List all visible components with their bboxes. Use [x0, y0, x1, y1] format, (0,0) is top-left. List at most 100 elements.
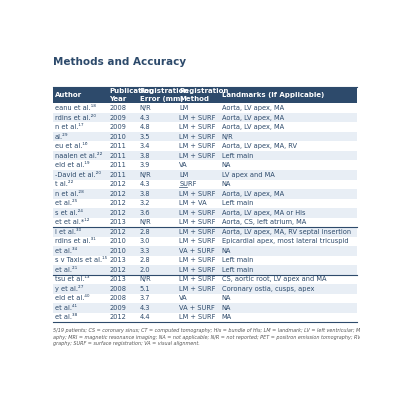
Text: eanu et al.¹⁸: eanu et al.¹⁸: [55, 105, 96, 111]
FancyBboxPatch shape: [53, 132, 357, 142]
Text: LM + SURF: LM + SURF: [179, 210, 216, 216]
Text: 4.8: 4.8: [140, 124, 150, 130]
Text: 3.8: 3.8: [140, 153, 150, 159]
Text: Aorta, LV apex, MA or His: Aorta, LV apex, MA or His: [222, 210, 305, 216]
Text: 2.8: 2.8: [140, 229, 150, 235]
Text: eld et al.¹⁹: eld et al.¹⁹: [55, 162, 89, 168]
Text: Epicardial apex, most lateral tricuspid: Epicardial apex, most lateral tricuspid: [222, 238, 348, 244]
Text: LV apex and MA: LV apex and MA: [222, 172, 274, 178]
Text: 2011: 2011: [109, 153, 126, 159]
Text: LM + SURF: LM + SURF: [179, 153, 216, 159]
Text: LM + SURF: LM + SURF: [179, 229, 216, 235]
Text: LM: LM: [179, 105, 188, 111]
Text: et al.³⁴: et al.³⁴: [55, 248, 77, 254]
Text: s v Taxis et al.¹⁵: s v Taxis et al.¹⁵: [55, 257, 107, 263]
Text: N/R: N/R: [140, 105, 152, 111]
Text: NA: NA: [222, 248, 231, 254]
Text: 2012: 2012: [109, 191, 126, 197]
Text: SURF: SURF: [179, 181, 196, 187]
Text: 4.3: 4.3: [140, 115, 150, 121]
Text: 2011: 2011: [109, 172, 126, 178]
Text: LM + SURF: LM + SURF: [179, 191, 216, 197]
Text: 2011: 2011: [109, 143, 126, 149]
Text: i et al.³⁰: i et al.³⁰: [55, 229, 81, 235]
Text: MA: MA: [222, 314, 232, 320]
Text: n et al.²⁸: n et al.²⁸: [55, 191, 84, 197]
Text: 4.3: 4.3: [140, 305, 150, 311]
Text: 2.0: 2.0: [140, 267, 150, 273]
Text: 2008: 2008: [109, 105, 126, 111]
Text: Aorta, LV apex, MA: Aorta, LV apex, MA: [222, 115, 284, 121]
Text: 5/19 patients; CS = coronary sinus; CT = computed tomography; His = bundle of Hi: 5/19 patients; CS = coronary sinus; CT =…: [53, 328, 369, 346]
Text: et al.²¹: et al.²¹: [55, 267, 77, 273]
Text: LM + SURF: LM + SURF: [179, 219, 216, 225]
Text: et al.⁴¹: et al.⁴¹: [55, 305, 77, 311]
Text: rdins et al.²⁰: rdins et al.²⁰: [55, 115, 96, 121]
Text: Aorta, LV apex, MA: Aorta, LV apex, MA: [222, 124, 284, 130]
Text: Aorta, LV apex, MA, RV: Aorta, LV apex, MA, RV: [222, 143, 297, 149]
Text: 5.1: 5.1: [140, 286, 150, 292]
Text: et et al.*¹²: et et al.*¹²: [55, 219, 89, 225]
Text: N/R: N/R: [140, 219, 152, 225]
Text: 2013: 2013: [109, 257, 126, 263]
Text: Aorta, LV apex, MA: Aorta, LV apex, MA: [222, 105, 284, 111]
Text: 2.8: 2.8: [140, 257, 150, 263]
FancyBboxPatch shape: [53, 246, 357, 256]
Text: 4.3: 4.3: [140, 181, 150, 187]
Text: 2013: 2013: [109, 219, 126, 225]
Text: Aorta, LV apex, MA: Aorta, LV apex, MA: [222, 191, 284, 197]
Text: 2012: 2012: [109, 210, 126, 216]
Text: 3.0: 3.0: [140, 238, 150, 244]
Text: 3.6: 3.6: [140, 210, 150, 216]
Text: LM + SURF: LM + SURF: [179, 267, 216, 273]
Text: 2013: 2013: [109, 276, 126, 282]
Text: Left main: Left main: [222, 200, 253, 206]
Text: s et al.²⁴: s et al.²⁴: [55, 210, 82, 216]
Text: N/R: N/R: [222, 134, 234, 140]
Text: n et al.¹⁷: n et al.¹⁷: [55, 124, 83, 130]
Text: 2012: 2012: [109, 181, 126, 187]
Text: Registration
Method: Registration Method: [179, 88, 228, 102]
Text: eu et al.¹⁶: eu et al.¹⁶: [55, 143, 87, 149]
Text: Methods and Accuracy: Methods and Accuracy: [53, 57, 186, 67]
Text: VA + SURF: VA + SURF: [179, 248, 215, 254]
Text: LM + SURF: LM + SURF: [179, 134, 216, 140]
Text: LM + SURF: LM + SURF: [179, 257, 216, 263]
Text: Registration
Error (mm): Registration Error (mm): [140, 88, 189, 102]
Text: LM + SURF: LM + SURF: [179, 124, 216, 130]
Text: LM + SURF: LM + SURF: [179, 115, 216, 121]
FancyBboxPatch shape: [53, 303, 357, 313]
Text: 3.9: 3.9: [140, 162, 150, 168]
Text: NA: NA: [222, 162, 231, 168]
Text: Aorta, CS, left atrium, MA: Aorta, CS, left atrium, MA: [222, 219, 306, 225]
Text: LM + SURF: LM + SURF: [179, 276, 216, 282]
Text: t al.²²: t al.²²: [55, 181, 73, 187]
Text: 2008: 2008: [109, 286, 126, 292]
Text: LM + SURF: LM + SURF: [179, 286, 216, 292]
FancyBboxPatch shape: [53, 208, 357, 218]
Text: 2012: 2012: [109, 314, 126, 320]
Text: N/R: N/R: [140, 172, 152, 178]
Text: y et al.²⁷: y et al.²⁷: [55, 285, 83, 292]
Text: 3.3: 3.3: [140, 248, 150, 254]
Text: VA: VA: [179, 295, 188, 301]
Text: eld et al.⁴⁰: eld et al.⁴⁰: [55, 295, 89, 301]
Text: 3.7: 3.7: [140, 295, 150, 301]
Text: al.²⁹: al.²⁹: [55, 134, 68, 140]
Text: Aorta, LV apex, MA, RV septal insertion: Aorta, LV apex, MA, RV septal insertion: [222, 229, 351, 235]
Text: LM + VA: LM + VA: [179, 200, 207, 206]
FancyBboxPatch shape: [53, 227, 357, 236]
Text: N/R: N/R: [140, 276, 152, 282]
Text: LM + SURF: LM + SURF: [179, 143, 216, 149]
Text: VA: VA: [179, 162, 188, 168]
FancyBboxPatch shape: [53, 170, 357, 180]
Text: 2008: 2008: [109, 295, 126, 301]
Text: LM + SURF: LM + SURF: [179, 238, 216, 244]
Text: NA: NA: [222, 305, 231, 311]
Text: 3.5: 3.5: [140, 134, 150, 140]
Text: Left main: Left main: [222, 257, 253, 263]
Text: CS, aortic root, LV apex and MA: CS, aortic root, LV apex and MA: [222, 276, 326, 282]
Text: et al.²⁵: et al.²⁵: [55, 200, 77, 206]
Text: 2012: 2012: [109, 267, 126, 273]
Text: Coronary ostia, cusps, apex: Coronary ostia, cusps, apex: [222, 286, 314, 292]
